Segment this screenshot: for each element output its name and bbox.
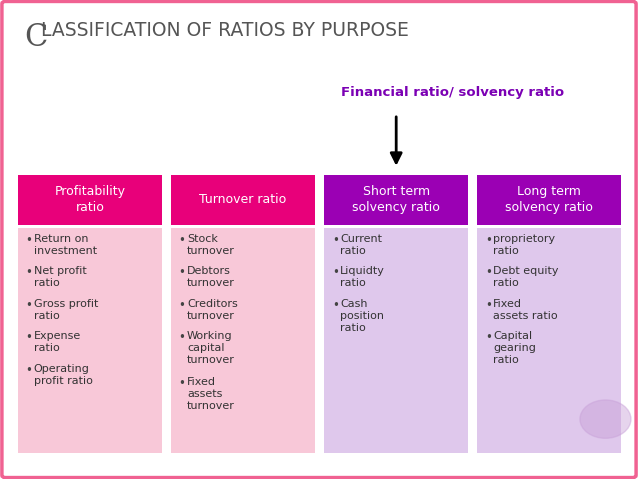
- Text: •: •: [26, 266, 33, 279]
- Text: Fixed
assets
turnover: Fixed assets turnover: [187, 377, 235, 411]
- Text: •: •: [26, 299, 33, 312]
- Text: Net profit
ratio: Net profit ratio: [34, 266, 87, 288]
- Text: •: •: [26, 364, 33, 377]
- Text: •: •: [332, 266, 339, 279]
- Text: Short term
solvency ratio: Short term solvency ratio: [352, 185, 440, 215]
- Text: LASSIFICATION OF RATIOS BY PURPOSE: LASSIFICATION OF RATIOS BY PURPOSE: [41, 21, 410, 40]
- Text: Expense
ratio: Expense ratio: [34, 331, 81, 354]
- FancyBboxPatch shape: [18, 175, 162, 225]
- Text: Working
capital
turnover: Working capital turnover: [187, 331, 235, 365]
- Text: C: C: [24, 22, 48, 53]
- FancyBboxPatch shape: [171, 175, 315, 225]
- Text: Liquidty
ratio: Liquidty ratio: [340, 266, 385, 288]
- Text: •: •: [485, 234, 492, 247]
- Text: Long term
solvency ratio: Long term solvency ratio: [505, 185, 593, 215]
- Text: •: •: [26, 331, 33, 344]
- FancyBboxPatch shape: [477, 175, 621, 225]
- Text: •: •: [485, 331, 492, 344]
- Text: •: •: [485, 266, 492, 279]
- Text: Debtors
turnover: Debtors turnover: [187, 266, 235, 288]
- FancyBboxPatch shape: [324, 228, 468, 453]
- FancyBboxPatch shape: [18, 228, 162, 453]
- Text: •: •: [179, 377, 186, 390]
- Text: Operating
profit ratio: Operating profit ratio: [34, 364, 93, 386]
- Text: Current
ratio: Current ratio: [340, 234, 382, 256]
- Text: Capital
gearing
ratio: Capital gearing ratio: [493, 331, 536, 365]
- Text: •: •: [332, 299, 339, 312]
- FancyBboxPatch shape: [171, 228, 315, 453]
- Text: •: •: [485, 299, 492, 312]
- Text: Financial ratio/ solvency ratio: Financial ratio/ solvency ratio: [341, 86, 565, 99]
- Text: •: •: [179, 266, 186, 279]
- FancyBboxPatch shape: [477, 228, 621, 453]
- Text: Turnover ratio: Turnover ratio: [200, 194, 286, 206]
- Text: •: •: [26, 234, 33, 247]
- Text: •: •: [332, 234, 339, 247]
- Text: •: •: [179, 299, 186, 312]
- Text: Return on
investment: Return on investment: [34, 234, 97, 256]
- Text: Cash
position
ratio: Cash position ratio: [340, 299, 384, 333]
- Text: Creditors
turnover: Creditors turnover: [187, 299, 238, 321]
- Text: proprietory
ratio: proprietory ratio: [493, 234, 555, 256]
- Text: •: •: [179, 234, 186, 247]
- Text: •: •: [179, 331, 186, 344]
- Text: Debt equity
ratio: Debt equity ratio: [493, 266, 559, 288]
- Text: Stock
turnover: Stock turnover: [187, 234, 235, 256]
- Circle shape: [580, 400, 631, 438]
- FancyBboxPatch shape: [324, 175, 468, 225]
- Text: Fixed
assets ratio: Fixed assets ratio: [493, 299, 558, 321]
- Text: Gross profit
ratio: Gross profit ratio: [34, 299, 98, 321]
- Text: Profitability
ratio: Profitability ratio: [54, 185, 126, 215]
